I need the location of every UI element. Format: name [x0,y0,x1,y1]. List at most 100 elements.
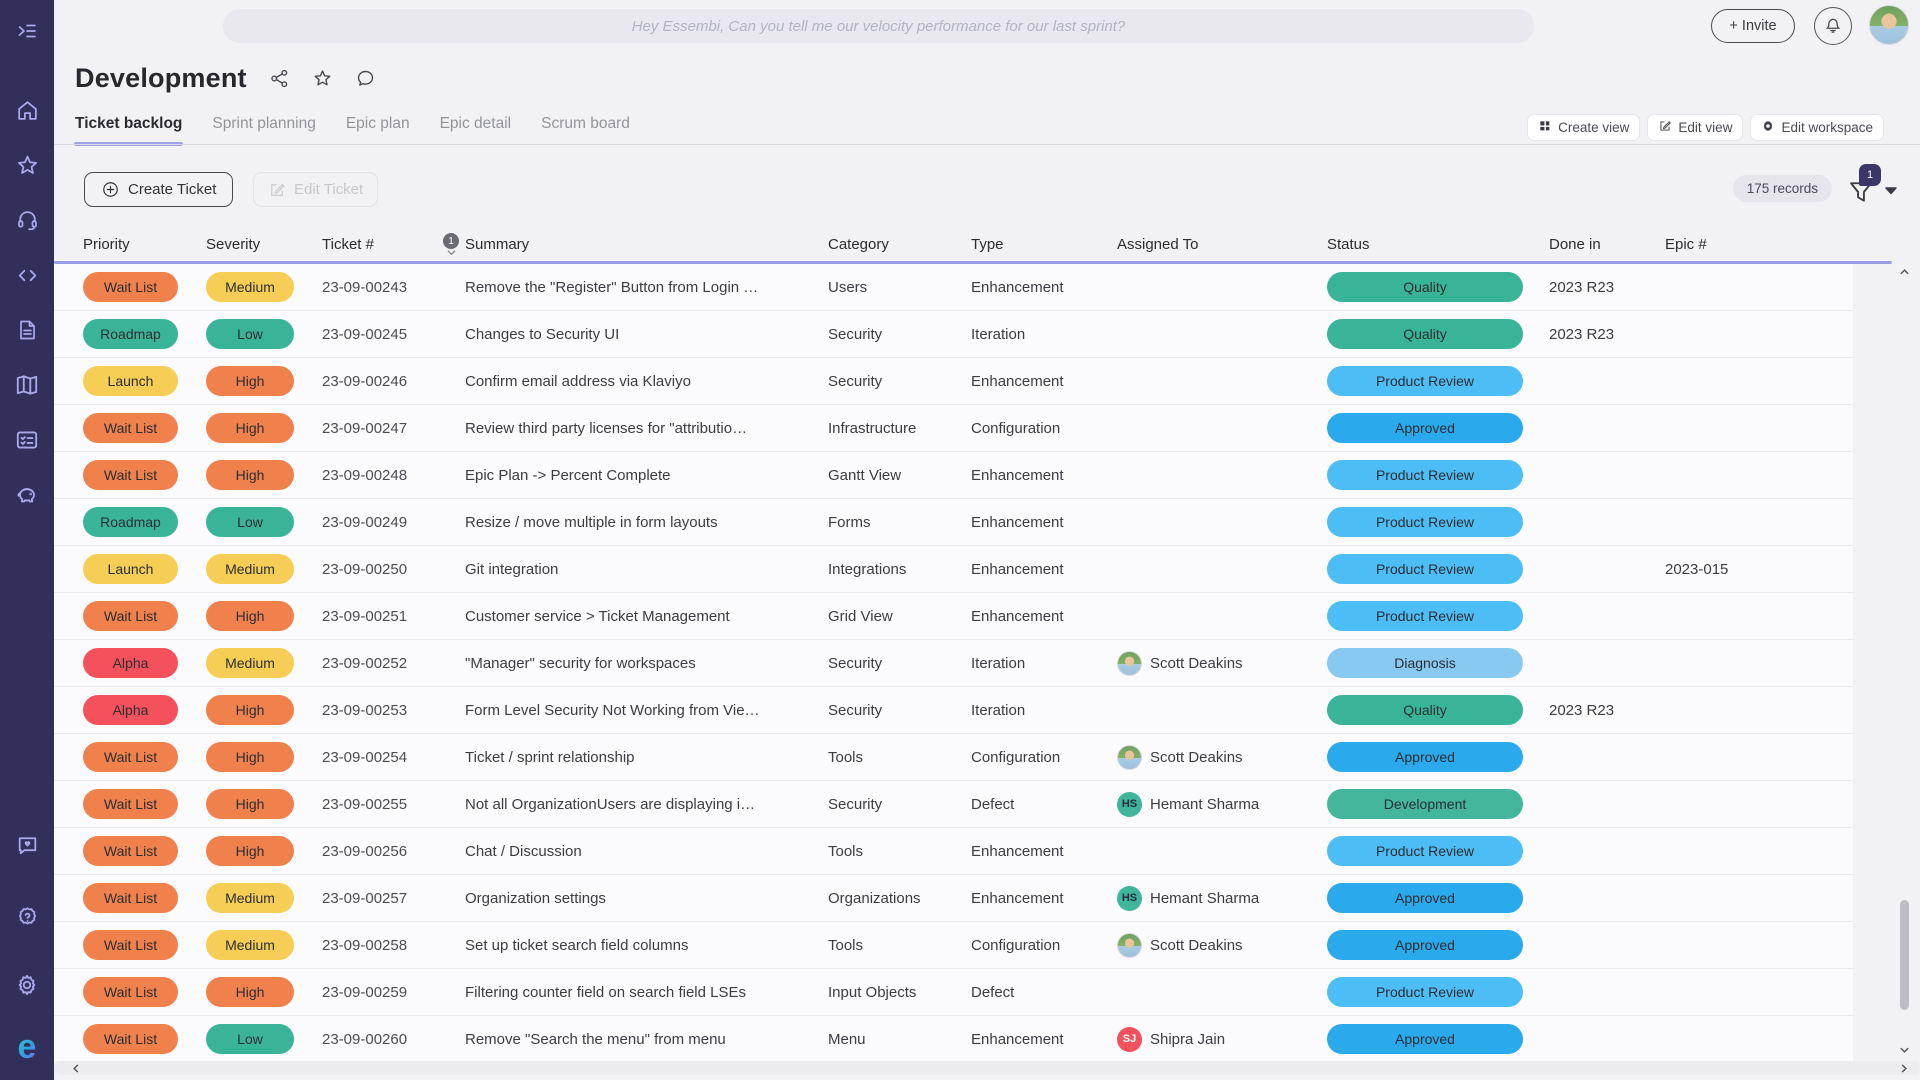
checklist-icon[interactable] [0,413,54,467]
ticket-summary: Filtering counter field on search field … [465,983,746,1001]
scroll-up-arrow[interactable] [1897,264,1912,279]
create-ticket-button[interactable]: Create Ticket [84,172,234,207]
ticket-number: 23-09-00260 [322,1030,408,1048]
ticket-summary: Git integration [465,560,559,578]
priority-pill: Launch [83,366,178,396]
column-header-assigned-to[interactable]: Assigned To [1117,236,1199,253]
ticket-summary: Not all OrganizationUsers are displaying… [465,795,756,813]
table-row[interactable]: Wait List Medium 23-09-00257 Organization s… [54,875,1853,922]
status-pill: Product Review [1327,507,1523,537]
column-header-type[interactable]: Type [971,236,1004,253]
table-row[interactable]: Alpha Medium 23-09-00252 "Manager" security… [54,640,1853,687]
assignee-avatar: HS [1117,791,1142,817]
edit-workspace-button[interactable]: Edit workspace [1750,114,1884,141]
column-header-priority[interactable]: Priority [83,236,130,253]
scroll-right-arrow[interactable] [1896,1061,1912,1075]
category: Tools [828,842,864,860]
type: Configuration [971,936,1061,954]
done-in: 2023 R23 [1549,278,1615,296]
severity-pill: Medium [206,648,294,678]
map-icon[interactable] [0,358,54,412]
document-icon[interactable] [0,303,54,357]
table-row[interactable]: Wait List Medium 23-09-00243 Remove the "Re… [54,264,1853,311]
tab-ticket-backlog[interactable]: Ticket backlog [73,115,184,146]
table-row[interactable]: Roadmap Low 23-09-00245 Changes to Security… [54,311,1853,358]
invite-button[interactable]: + Invite [1711,9,1795,43]
tab-sprint-planning[interactable]: Sprint planning [212,115,316,132]
edit-view-button[interactable]: Edit view [1647,114,1744,141]
table-row[interactable]: Wait List High 23-09-00256 Chat / Discussio… [54,828,1853,875]
headset-icon[interactable] [0,193,54,247]
table-row[interactable]: Launch Medium 23-09-00250 Git integration In… [54,546,1853,593]
table-row[interactable]: Wait List High 23-09-00251 Customer service… [54,593,1853,640]
tab-epic-detail[interactable]: Epic detail [439,115,512,132]
ticket-summary: Set up ticket search field columns [465,936,689,954]
user-avatar[interactable] [1869,5,1909,45]
settings-gear-icon[interactable] [0,958,54,1012]
column-header-severity[interactable]: Severity [206,236,261,253]
grid-icon [1538,119,1552,136]
table-row[interactable]: Wait List Low 23-09-00260 Remove "Search th… [54,1016,1853,1061]
status-pill: Product Review [1327,366,1523,396]
essembi-logo[interactable]: e [17,1028,37,1066]
help-icon[interactable] [0,890,54,944]
collapse-menu-icon[interactable] [0,4,54,58]
column-header-status[interactable]: Status [1327,236,1370,253]
table-row[interactable]: Alpha High 23-09-00253 Form Level Security … [54,687,1853,734]
severity-pill: Medium [206,883,294,913]
type: Configuration [971,748,1061,766]
column-header-ticket-[interactable]: Ticket #1 [322,233,465,256]
edit-ticket-button[interactable]: Edit Ticket [253,172,379,207]
status-pill: Approved [1327,413,1523,443]
feedback-chat-icon[interactable] [0,818,54,872]
table-row[interactable]: Wait List Medium 23-09-00258 Set up ticket … [54,922,1853,969]
table-row[interactable]: Wait List High 23-09-00247 Review third par… [54,405,1853,452]
assigned-to: HS Hemant Sharma [1117,885,1327,911]
column-header-epic-[interactable]: Epic # [1665,236,1707,253]
assignee-avatar: SJ [1117,1026,1142,1052]
table-row[interactable]: Wait List High 23-09-00259 Filtering counte… [54,969,1853,1016]
comments-icon[interactable] [355,68,376,94]
severity-pill: High [206,366,294,396]
assistant-search-input[interactable]: Hey Essembi, Can you tell me our velocit… [223,9,1534,43]
vertical-scrollbar[interactable] [1897,264,1912,1057]
tab-scrum-board[interactable]: Scrum board [541,115,630,132]
status-pill: Product Review [1327,554,1523,584]
share-icon[interactable] [269,68,290,94]
table-row[interactable]: Roadmap Low 23-09-00249 Resize / move multi… [54,499,1853,546]
scroll-down-arrow[interactable] [1897,1042,1912,1057]
column-header-done-in[interactable]: Done in [1549,236,1601,253]
priority-pill: Wait List [83,413,178,443]
filter-chevron-down-icon [1885,187,1897,195]
view-buttons: Create view Edit view Edit workspace [1527,114,1884,141]
create-view-button[interactable]: Create view [1527,114,1641,141]
table-row[interactable]: Wait List High 23-09-00255 Not all Organiza… [54,781,1853,828]
table-row[interactable]: Launch High 23-09-00246 Confirm email addre… [54,358,1853,405]
column-header-summary[interactable]: Summary [465,236,530,253]
ticket-number: 23-09-00249 [322,513,408,531]
category: Security [828,701,883,719]
column-header-category[interactable]: Category [828,236,889,253]
vertical-scroll-thumb[interactable] [1900,900,1909,1010]
ticket-summary: Remove the "Register" Button from Login … [465,278,759,296]
assignee-avatar: HS [1117,885,1142,911]
table-body: Wait List Medium 23-09-00243 Remove the "Re… [54,264,1853,1061]
table-row[interactable]: Wait List High 23-09-00248 Epic Plan -> Per… [54,452,1853,499]
home-icon[interactable] [0,83,54,137]
favorite-star-icon[interactable] [312,68,333,94]
type: Enhancement [971,372,1064,390]
piggy-bank-icon[interactable] [0,468,54,522]
ticket-summary: Chat / Discussion [465,842,582,860]
severity-pill: High [206,836,294,866]
star-icon[interactable] [0,138,54,192]
code-icon[interactable] [0,248,54,302]
scroll-left-arrow[interactable] [68,1061,84,1075]
tab-epic-plan[interactable]: Epic plan [345,115,410,132]
notifications-bell-icon[interactable] [1814,7,1852,45]
horizontal-scrollbar[interactable] [54,1061,1920,1075]
ticket-summary: "Manager" security for workspaces [465,654,696,672]
type: Enhancement [971,278,1064,296]
page-title: Development [75,63,247,93]
table-row[interactable]: Wait List High 23-09-00254 Ticket / sprint … [54,734,1853,781]
filter-control[interactable]: 1 [1846,164,1898,210]
